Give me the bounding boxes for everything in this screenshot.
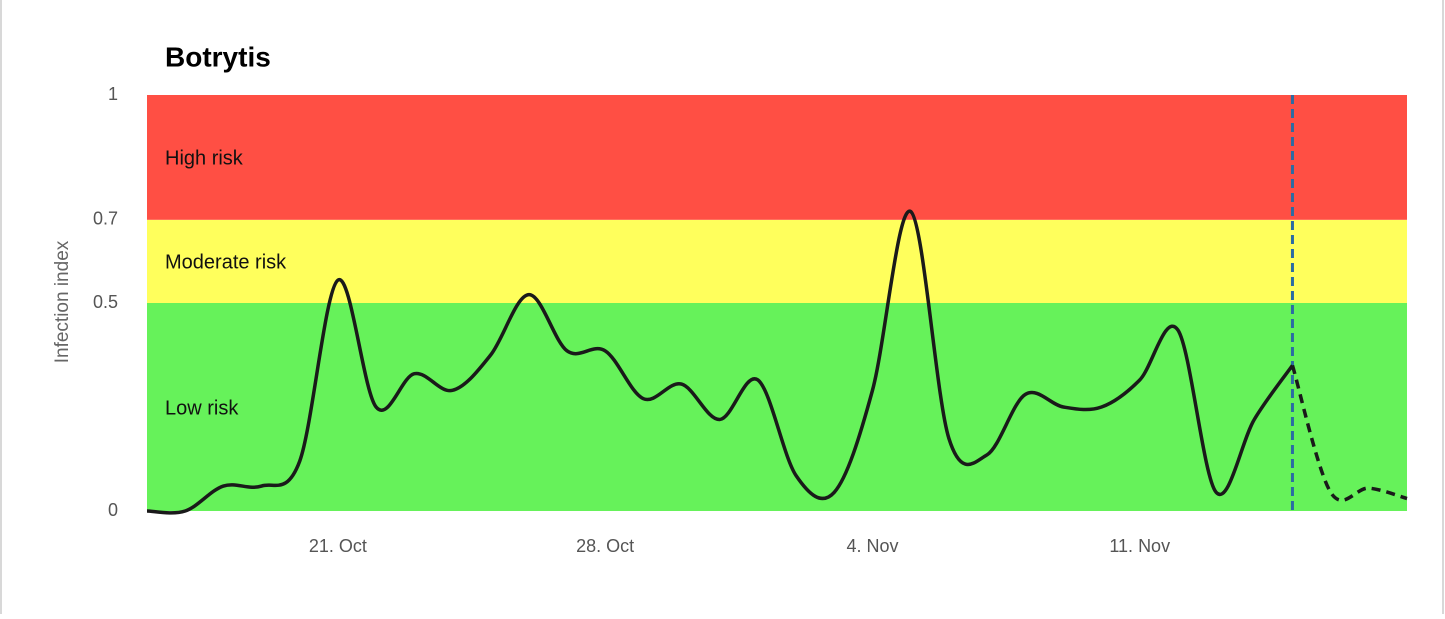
y-axis-label: Infection index [52,240,73,363]
x-tick-label: 4. Nov [846,536,898,556]
series-line [146,209,1294,515]
x-tick-label: 28. Oct [576,536,634,556]
y-tick-label: 0.7 [93,209,118,229]
risk-band [147,303,1407,511]
band-label: Low risk [165,397,239,419]
chart-title: Botrytis [165,41,271,72]
x-tick-label: 11. Nov [1109,536,1170,556]
risk-band [147,219,1407,303]
risk-band [147,95,1407,220]
series-line [1290,364,1408,502]
y-tick-label: 0.5 [93,292,118,312]
y-tick-label: 1 [108,84,118,104]
band-label: High risk [165,148,244,170]
y-tick-label: 0 [108,500,118,520]
x-tick-label: 21. Oct [309,536,367,556]
band-label: Moderate risk [165,252,287,274]
